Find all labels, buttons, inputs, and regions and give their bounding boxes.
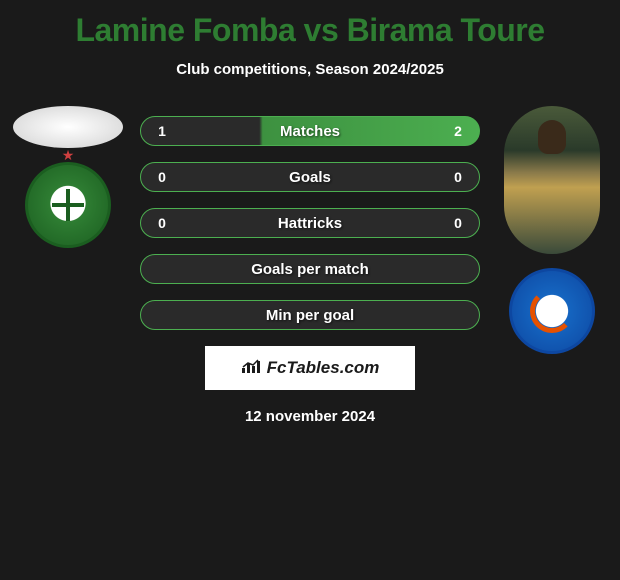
stat-row-goals-per-match: Goals per match [140, 254, 480, 284]
subtitle: Club competitions, Season 2024/2025 [0, 61, 620, 78]
chart-icon [241, 358, 261, 379]
comparison-panel: 1 Matches 2 0 Goals 0 0 Hattricks 0 Goal… [0, 106, 620, 476]
brand-label: FcTables.com [267, 358, 380, 378]
stat-label: Min per goal [141, 307, 479, 324]
stat-row-hattricks: 0 Hattricks 0 [140, 208, 480, 238]
page-title: Lamine Fomba vs Birama Toure [0, 0, 620, 49]
stat-row-min-per-goal: Min per goal [140, 300, 480, 330]
date-label: 12 november 2024 [140, 408, 480, 425]
player-right-photo [504, 106, 600, 254]
player-left-photo [13, 106, 123, 148]
stat-label: Matches [141, 123, 479, 140]
club-badge-left [25, 162, 111, 248]
player-left-col [8, 106, 128, 248]
brand-box: FcTables.com [205, 346, 415, 390]
club-badge-right [509, 268, 595, 354]
stat-rows: 1 Matches 2 0 Goals 0 0 Hattricks 0 Goal… [140, 116, 480, 425]
stat-label: Hattricks [141, 215, 479, 232]
stat-row-matches: 1 Matches 2 [140, 116, 480, 146]
player-right-col [492, 106, 612, 354]
stat-row-goals: 0 Goals 0 [140, 162, 480, 192]
stat-label: Goals per match [141, 261, 479, 278]
stat-label: Goals [141, 169, 479, 186]
